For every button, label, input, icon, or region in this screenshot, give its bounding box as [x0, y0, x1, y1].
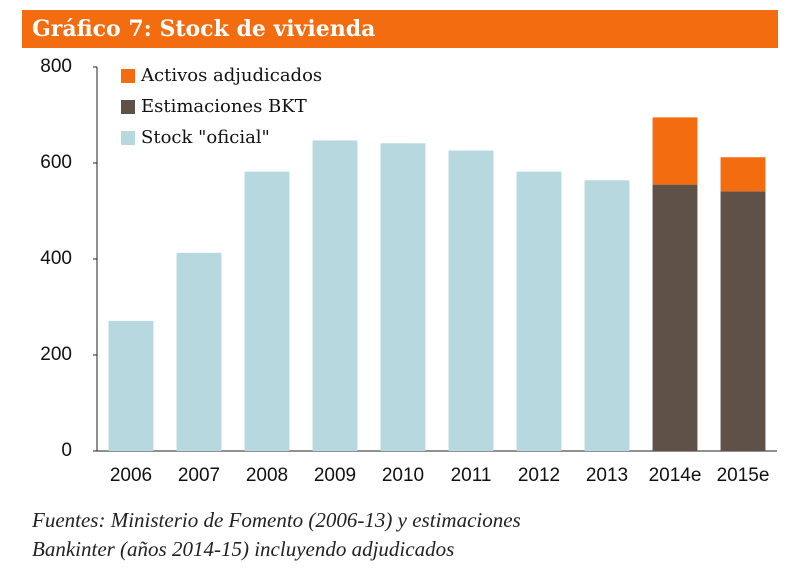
chart-title: Gráfico 7: Stock de vivienda	[32, 16, 375, 42]
y-tick-label: 0	[61, 440, 72, 461]
y-tick-label: 800	[40, 56, 72, 77]
x-tick-label: 2014e	[649, 465, 702, 486]
source-note: Fuentes: Ministerio de Fomento (2006-13)…	[31, 508, 521, 532]
bar-segment	[720, 157, 766, 192]
source-note: Bankinter (años 2014-15) incluyendo adju…	[32, 537, 454, 561]
bar-segment	[652, 117, 698, 185]
x-tick-label: 2013	[586, 465, 628, 486]
bar-segment	[584, 180, 630, 451]
bar-segment	[652, 184, 698, 451]
y-tick-label: 600	[40, 152, 72, 173]
bar-segment	[720, 191, 766, 451]
x-tick-label: 2007	[178, 465, 220, 486]
legend-label: Estimaciones BKT	[141, 96, 307, 117]
legend-swatch	[121, 69, 135, 83]
x-tick-label: 2011	[451, 465, 492, 486]
legend-swatch	[121, 100, 135, 114]
bar-segment	[448, 150, 494, 451]
legend-label: Activos adjudicados	[140, 65, 322, 86]
y-tick-label: 200	[40, 344, 72, 365]
legend-label: Stock "oficial"	[141, 127, 270, 148]
bar-segment	[108, 320, 154, 451]
y-tick-label: 400	[40, 248, 72, 269]
x-tick-label: 2006	[110, 465, 152, 486]
bar-segment	[244, 171, 290, 451]
x-tick-label: 2009	[314, 465, 356, 486]
bar-segment	[516, 171, 562, 451]
x-tick-label: 2012	[518, 465, 560, 486]
legend-swatch	[121, 131, 135, 145]
x-tick-label: 2008	[246, 465, 288, 486]
title-bar	[22, 10, 778, 48]
x-tick-label: 2010	[382, 465, 424, 486]
x-tick-label: 2015e	[717, 465, 770, 486]
bar-segment	[380, 143, 426, 451]
bar-segment	[312, 140, 358, 451]
bar-segment	[176, 252, 222, 451]
